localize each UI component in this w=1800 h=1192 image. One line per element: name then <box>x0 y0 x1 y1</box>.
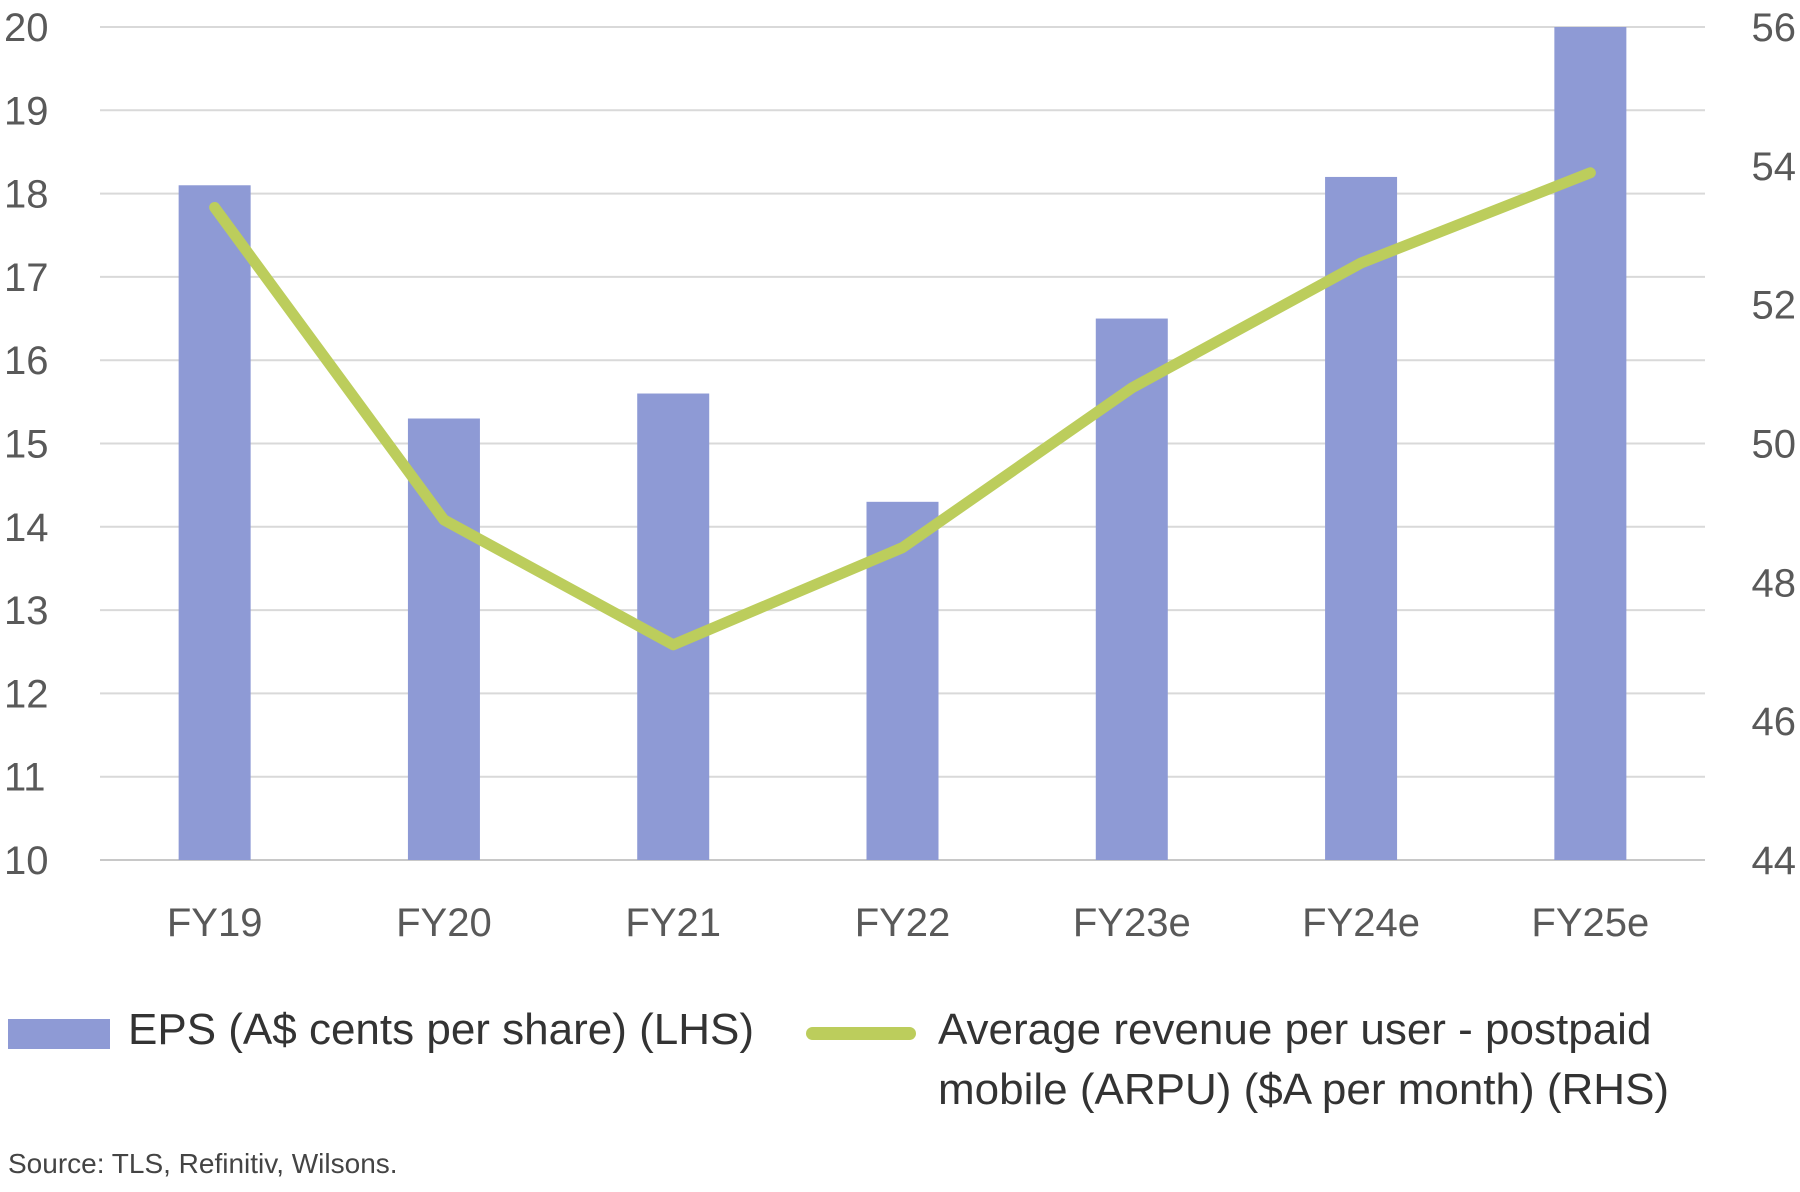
left-axis-tick-label: 15 <box>4 423 49 467</box>
legend-eps-label: EPS (A$ cents per share) (LHS) <box>128 1005 755 1054</box>
left-axis-tick-label: 10 <box>4 839 49 883</box>
right-axis-tick-label: 46 <box>1752 700 1797 744</box>
left-axis-tick-label: 19 <box>4 89 49 133</box>
arpu-line-group <box>209 167 1596 651</box>
eps-bar <box>1554 27 1627 860</box>
legend-arpu-label: Average revenue per user - postpaid mobi… <box>938 1000 1798 1120</box>
left-axis-tick-label: 18 <box>4 173 49 217</box>
legend-arpu-label-line1: Average revenue per user - postpaid <box>938 1005 1652 1054</box>
arpu-line <box>209 167 1596 651</box>
x-axis-tick-label: FY21 <box>625 901 721 945</box>
left-axis-tick-label: 20 <box>4 6 49 50</box>
chart: 10 11 12 13 14 15 16 17 18 19 20 44 46 48 50 52 54 56 FY… <box>4 6 1797 945</box>
source-note: Source: TLS, Refinitiv, Wilsons. <box>8 1148 398 1179</box>
legend-eps-swatch <box>8 1019 110 1049</box>
left-axis-tick-label: 13 <box>4 589 49 633</box>
x-axis-tick-label: FY20 <box>396 901 492 945</box>
x-axis-tick-label: FY19 <box>167 901 263 945</box>
right-axis-tick-label: 56 <box>1752 6 1797 50</box>
x-axis-ticks: FY19 FY20 FY21 FY22 FY23e FY24e FY25e <box>167 901 1649 945</box>
left-axis-tick-label: 11 <box>4 756 46 800</box>
right-axis-tick-label: 44 <box>1752 839 1797 883</box>
legend-arpu-swatch <box>806 1027 916 1040</box>
right-axis-tick-label: 48 <box>1752 561 1797 605</box>
x-axis-tick-label: FY25e <box>1531 901 1649 945</box>
left-axis-tick-label: 17 <box>4 256 49 300</box>
right-axis-ticks: 44 46 48 50 52 54 56 <box>1752 6 1797 883</box>
x-axis-tick-label: FY22 <box>855 901 951 945</box>
left-axis-tick-label: 14 <box>4 506 49 550</box>
eps-bar <box>1325 176 1398 860</box>
right-axis-tick-label: 54 <box>1752 145 1797 189</box>
right-axis-tick-label: 52 <box>1752 284 1797 328</box>
left-axis-tick-label: 12 <box>4 672 49 716</box>
x-axis-tick-label: FY23e <box>1073 901 1191 945</box>
left-axis-tick-label: 16 <box>4 339 49 383</box>
eps-bar <box>178 185 251 860</box>
right-axis-tick-label: 50 <box>1752 423 1797 467</box>
legend-arpu-label-line2: mobile (ARPU) ($A per month) (RHS) <box>938 1065 1670 1114</box>
x-axis-tick-label: FY24e <box>1302 901 1420 945</box>
left-axis-ticks: 10 11 12 13 14 15 16 17 18 19 20 <box>4 6 49 883</box>
